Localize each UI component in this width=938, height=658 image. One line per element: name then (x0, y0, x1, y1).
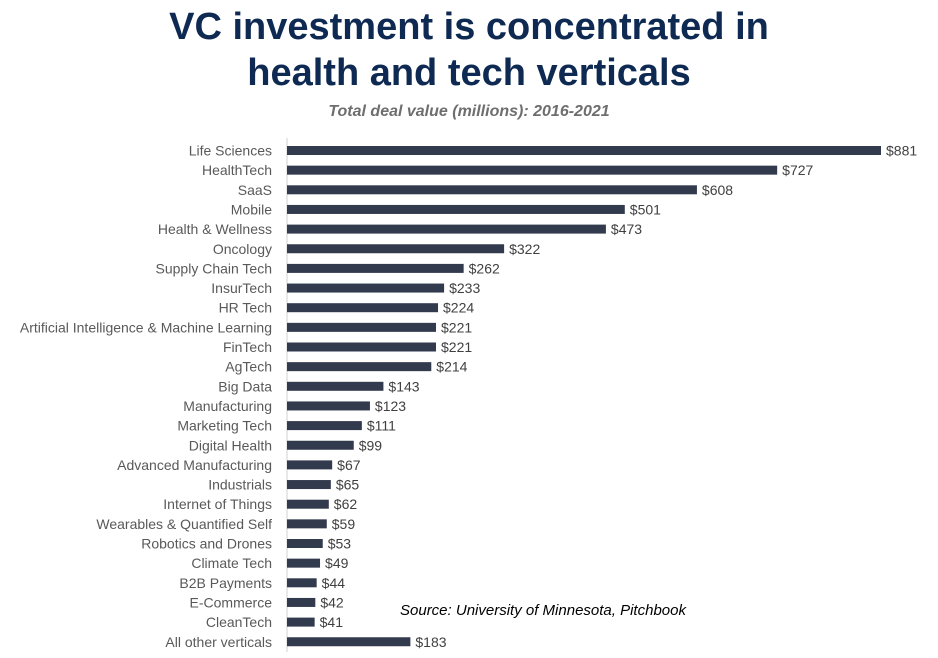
bar (287, 597, 316, 607)
value-label: $65 (336, 477, 360, 493)
chart-title-line-1: VC investment is concentrated in (169, 6, 769, 48)
bar (287, 204, 625, 214)
category-label: B2B Payments (179, 575, 272, 591)
value-label: $99 (359, 437, 383, 453)
category-label: Manufacturing (183, 398, 272, 414)
category-label: Advanced Manufacturing (117, 457, 272, 473)
value-label: $111 (367, 418, 396, 434)
value-label: $62 (334, 496, 358, 512)
chart-title: VC investment is concentrated in health … (0, 4, 938, 96)
value-label: $183 (415, 634, 446, 650)
bar (287, 244, 505, 254)
category-label: Big Data (218, 378, 272, 394)
category-label: HealthTech (202, 162, 272, 178)
category-label: Mobile (231, 201, 272, 217)
value-label: $42 (320, 594, 344, 610)
bar (287, 342, 437, 352)
category-label: Climate Tech (191, 555, 272, 571)
value-label: $727 (782, 162, 813, 178)
value-label: $608 (702, 182, 733, 198)
category-label: Marketing Tech (177, 418, 272, 434)
value-label: $473 (611, 221, 642, 237)
bar (287, 539, 323, 548)
value-label: $233 (449, 280, 480, 296)
bar (287, 362, 432, 372)
value-label: $67 (337, 457, 361, 473)
category-label: Oncology (213, 241, 272, 257)
category-label: Industrials (208, 477, 272, 493)
bar (287, 263, 464, 273)
value-label: $49 (325, 555, 349, 571)
category-label: AgTech (225, 359, 272, 375)
value-label: $224 (443, 300, 474, 316)
source-note: Source: University of Minnesota, Pitchbo… (400, 602, 686, 619)
chart-title-line-2: health and tech verticals (247, 52, 691, 94)
value-label: $123 (375, 398, 406, 414)
value-label: $501 (630, 201, 661, 217)
bar (287, 303, 439, 313)
category-label: E-Commerce (190, 594, 273, 610)
bar (287, 146, 881, 155)
value-label: $143 (388, 378, 419, 394)
category-label: Life Sciences (189, 143, 272, 159)
bar (287, 499, 329, 509)
value-label: $322 (509, 241, 540, 257)
category-label: HR Tech (219, 300, 272, 316)
bar (287, 283, 445, 293)
category-label: FinTech (223, 339, 272, 355)
value-label: $41 (320, 614, 344, 630)
bar (287, 519, 327, 529)
category-label: Digital Health (189, 437, 272, 453)
bar (287, 381, 384, 391)
category-label: CleanTech (206, 614, 272, 630)
bar (287, 440, 354, 450)
bar (287, 617, 315, 627)
category-label: All other verticals (165, 634, 272, 650)
category-label: Wearables & Quantified Self (96, 516, 272, 532)
value-label: $53 (328, 536, 352, 552)
bar (287, 480, 331, 490)
category-label: InsurTech (211, 280, 272, 296)
value-label: $881 (886, 143, 917, 159)
bar (287, 322, 437, 332)
category-label: SaaS (238, 182, 272, 198)
value-label: $262 (469, 260, 500, 276)
bar (287, 401, 370, 411)
value-label: $214 (436, 359, 467, 375)
bar (287, 637, 411, 647)
category-label: Supply Chain Tech (156, 260, 272, 276)
bar (287, 185, 697, 195)
category-label: Robotics and Drones (141, 536, 272, 552)
bar (287, 460, 333, 470)
bar (287, 578, 317, 588)
bar (287, 558, 321, 568)
value-label: $221 (441, 319, 472, 335)
category-label: Artificial Intelligence & Machine Learni… (20, 319, 272, 335)
value-label: $44 (322, 575, 346, 591)
value-label: $59 (332, 516, 356, 532)
bar (287, 421, 362, 431)
bar (287, 224, 606, 234)
value-label: $221 (441, 339, 472, 355)
bar (287, 165, 778, 175)
category-label: Internet of Things (163, 496, 272, 512)
category-label: Health & Wellness (158, 221, 272, 237)
chart-subtitle: Total deal value (millions): 2016-2021 (328, 103, 610, 120)
